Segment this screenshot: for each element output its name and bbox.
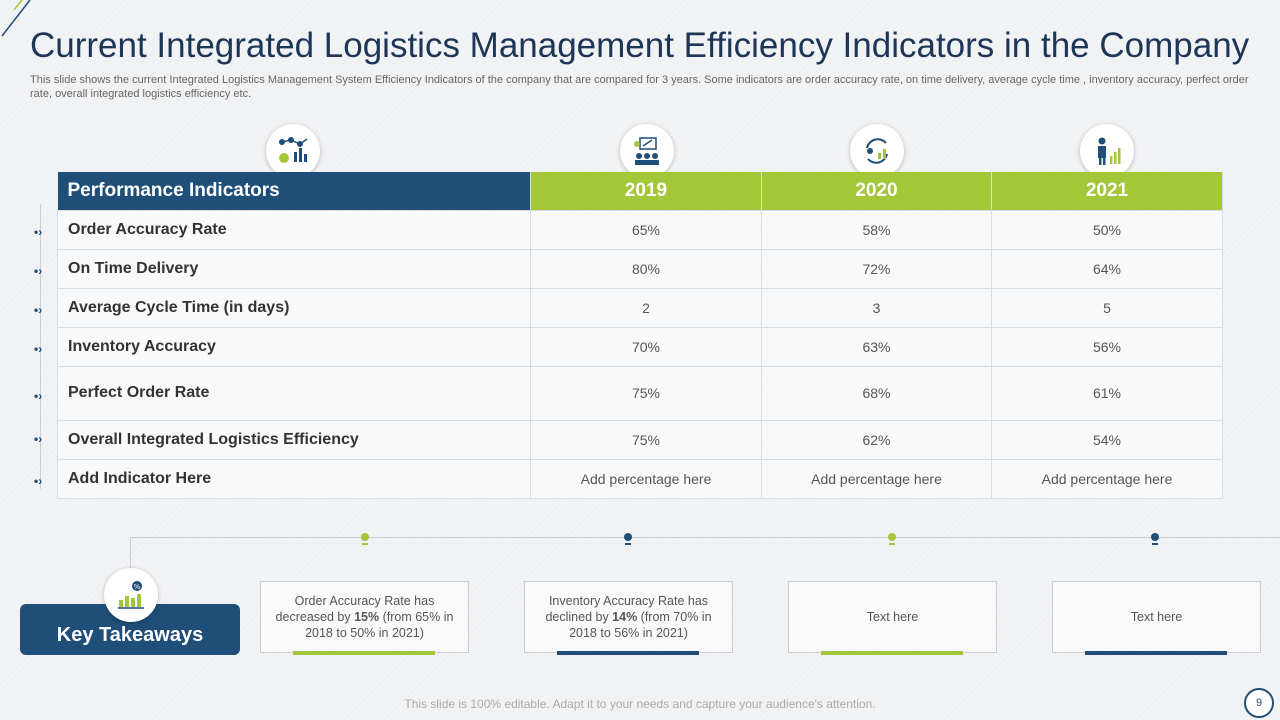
takeaway-text: Text here (867, 609, 918, 625)
row-label: Order Accuracy Rate (57, 209, 531, 250)
cell-value: Add percentage here (530, 458, 762, 499)
page-number: 9 (1244, 688, 1274, 718)
cell-value: 54% (991, 419, 1223, 460)
takeaway-text-pre: Text here (866, 610, 919, 624)
row-label: On Time Delivery (57, 248, 531, 289)
green-pin-icon (361, 533, 369, 545)
cell-value: 80% (530, 248, 762, 289)
row-guide-line (40, 204, 41, 489)
takeaway-accent-bar (293, 651, 435, 655)
cell-value: 58% (761, 209, 992, 250)
takeaway-text-pre: Order Accuracy Rate has decreased by (275, 594, 435, 624)
table-row: Order Accuracy Rate 65% 58% 50% (57, 209, 1223, 250)
svg-text:%: % (134, 583, 141, 591)
green-pin-icon (888, 533, 896, 545)
takeaway-text-post: (from 70% in 2018 to 56% in 2021) (569, 610, 712, 640)
header-2020: 2020 (761, 172, 992, 210)
takeaway-text-highlight: 14% (612, 610, 638, 624)
takeaway-text: Text here (1131, 609, 1182, 625)
cell-value: 56% (991, 326, 1223, 367)
row-bullet-icon: •› (34, 474, 43, 488)
row-bullet-icon: •› (34, 264, 43, 278)
cell-value: 50% (991, 209, 1223, 250)
table-row: On Time Delivery 80% 72% 64% (57, 248, 1223, 289)
table-row: Add Indicator Here Add percentage here A… (57, 458, 1223, 499)
cell-value: 72% (761, 248, 992, 289)
row-bullet-icon: •› (34, 303, 43, 317)
takeaway-text-highlight: 15% (354, 610, 380, 624)
takeaway-accent-bar (821, 651, 963, 655)
table-row: Average Cycle Time (in days) 2 3 5 (57, 287, 1223, 328)
cell-value: 3 (761, 287, 992, 328)
takeaway-card: Order Accuracy Rate has decreased by 15%… (260, 581, 469, 653)
navy-pin-icon (1151, 533, 1159, 545)
cell-value: 63% (761, 326, 992, 367)
takeaway-connector-drop (130, 537, 131, 572)
cell-value: 64% (991, 248, 1223, 289)
percent-bar-chart-icon: % (104, 568, 158, 622)
row-bullet-icon: •› (34, 225, 43, 239)
takeaway-text-post: (from 65% in 2018 to 50% in 2021) (305, 610, 454, 640)
row-label: Overall Integrated Logistics Efficiency (57, 419, 531, 460)
cell-value: 65% (530, 209, 762, 250)
takeaway-card: Text here (1052, 581, 1261, 653)
table-header-row: Performance Indicators 2019 2020 2021 (57, 172, 1223, 210)
page-title: Current Integrated Logistics Management … (30, 26, 1250, 65)
row-label: Add Indicator Here (57, 458, 531, 499)
cell-value: Add percentage here (991, 458, 1223, 499)
presenter-chart-icon (1080, 124, 1134, 178)
growth-cycle-icon (850, 124, 904, 178)
row-bullet-icon: •› (34, 342, 43, 356)
takeaway-text: Order Accuracy Rate has decreased by 15%… (273, 593, 456, 641)
cell-value: 75% (530, 419, 762, 460)
cell-value: 75% (530, 365, 762, 421)
row-bullet-icon: •› (34, 432, 43, 446)
header-indicators: Performance Indicators (57, 172, 531, 210)
cell-value: 5 (991, 287, 1223, 328)
analytics-icon (266, 124, 320, 178)
header-2021: 2021 (991, 172, 1223, 210)
table-row: Overall Integrated Logistics Efficiency … (57, 419, 1223, 460)
cell-value: 68% (761, 365, 992, 421)
footer-note: This slide is 100% editable. Adapt it to… (404, 697, 876, 711)
takeaway-text-pre: Inventory Accuracy Rate has declined by (545, 594, 709, 624)
takeaway-text: Inventory Accuracy Rate has declined by … (537, 593, 720, 641)
row-label: Inventory Accuracy (57, 326, 531, 367)
takeaway-card: Inventory Accuracy Rate has declined by … (524, 581, 733, 653)
row-bullet-icon: •› (34, 389, 43, 403)
row-label: Perfect Order Rate (57, 365, 531, 421)
cell-value: 2 (530, 287, 762, 328)
cell-value: 70% (530, 326, 762, 367)
takeaway-card: Text here (788, 581, 997, 653)
takeaway-accent-bar (1085, 651, 1227, 655)
takeaway-accent-bar (557, 651, 699, 655)
corner-decoration (1, 0, 31, 37)
performance-table: Performance Indicators 2019 2020 2021 Or… (57, 172, 1223, 499)
cell-value: Add percentage here (761, 458, 992, 499)
cell-value: 62% (761, 419, 992, 460)
cell-value: 61% (991, 365, 1223, 421)
takeaway-text-pre: Text here (1130, 610, 1183, 624)
takeaway-connector-line (130, 537, 1280, 538)
header-2019: 2019 (530, 172, 762, 210)
table-row: Perfect Order Rate 75% 68% 61% (57, 365, 1223, 421)
table-row: Inventory Accuracy 70% 63% 56% (57, 326, 1223, 367)
row-label: Average Cycle Time (in days) (57, 287, 531, 328)
page-subtitle: This slide shows the current Integrated … (30, 74, 1249, 100)
navy-pin-icon (624, 533, 632, 545)
presentation-team-icon (620, 124, 674, 178)
